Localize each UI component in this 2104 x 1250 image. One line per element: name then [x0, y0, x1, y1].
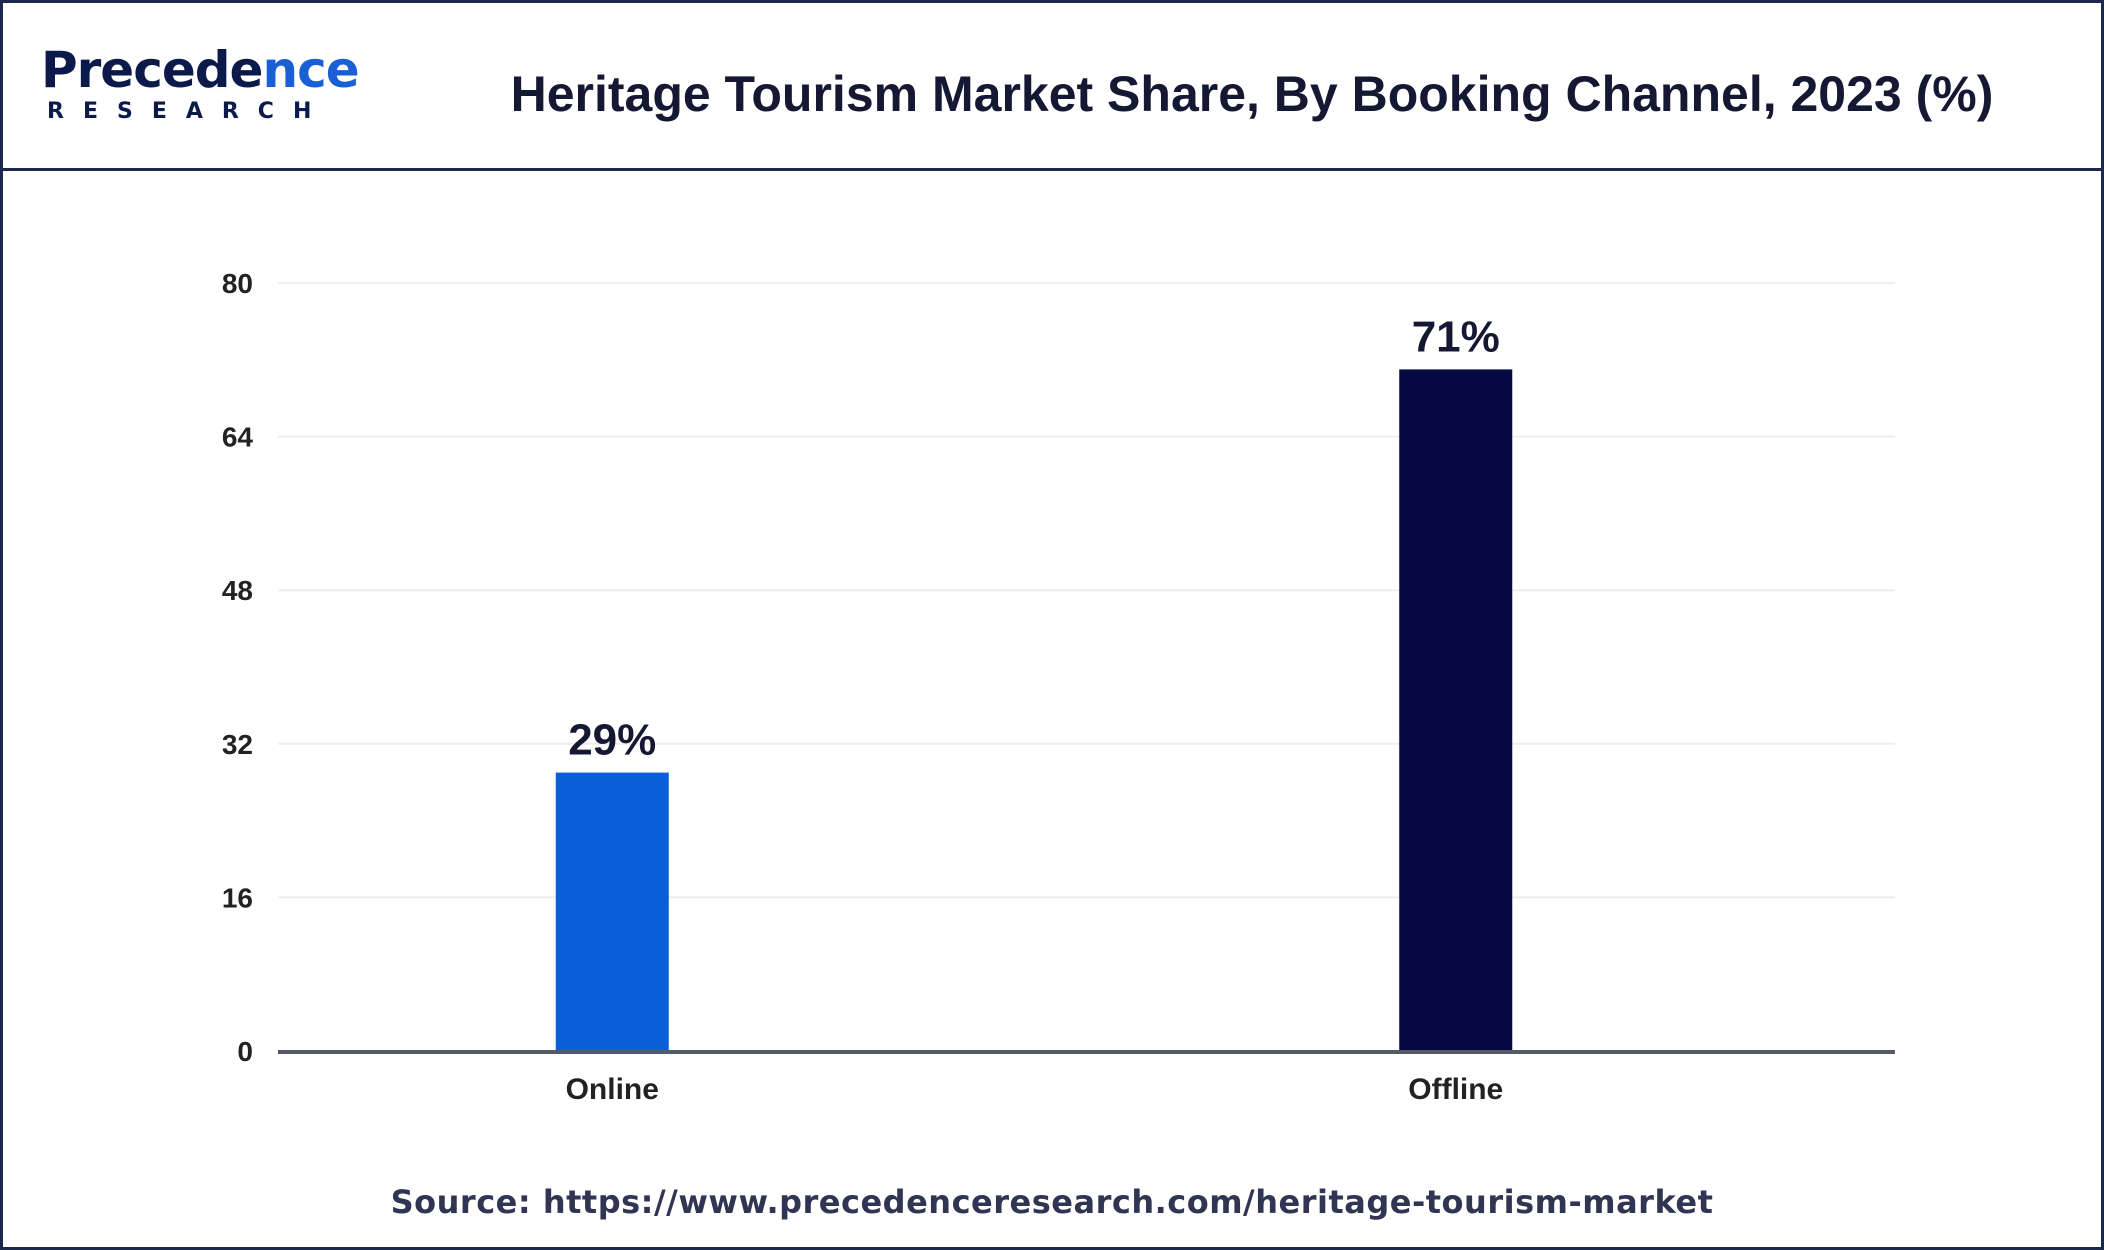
bar-offline — [1399, 369, 1513, 1051]
header-bar: Precedence RESEARCH Heritage Tourism Mar… — [3, 3, 2101, 171]
x-axis-ticks: Online Offline — [566, 1073, 1504, 1106]
y-tick-label: 48 — [222, 575, 253, 606]
precedence-research-logo: Precedence RESEARCH — [41, 41, 360, 131]
bar-online — [555, 772, 669, 1051]
y-tick-label: 64 — [222, 422, 254, 453]
logo-subtitle: RESEARCH — [47, 99, 331, 124]
y-tick-label: 32 — [222, 729, 253, 760]
gridlines — [278, 282, 1895, 899]
y-axis-ticks: 0 16 32 48 64 80 — [222, 268, 254, 1067]
bar-chart: 0 16 32 48 64 80 29% 71% Online Offline — [222, 268, 1895, 1106]
bars — [555, 369, 1513, 1051]
y-tick-label: 0 — [237, 1036, 253, 1067]
x-tick-label: Online — [566, 1073, 659, 1106]
data-labels: 29% 71% — [568, 312, 1500, 764]
data-label: 29% — [568, 716, 656, 765]
y-tick-label: 80 — [222, 268, 253, 299]
chart-title: Heritage Tourism Market Share, By Bookin… — [510, 66, 1994, 122]
logo-wordmark: Precedence — [41, 41, 360, 99]
source-note: Source: https://www.precedenceresearch.c… — [390, 1183, 1714, 1221]
y-tick-label: 16 — [222, 882, 253, 913]
data-label: 71% — [1412, 312, 1500, 361]
x-tick-label: Offline — [1408, 1073, 1503, 1106]
